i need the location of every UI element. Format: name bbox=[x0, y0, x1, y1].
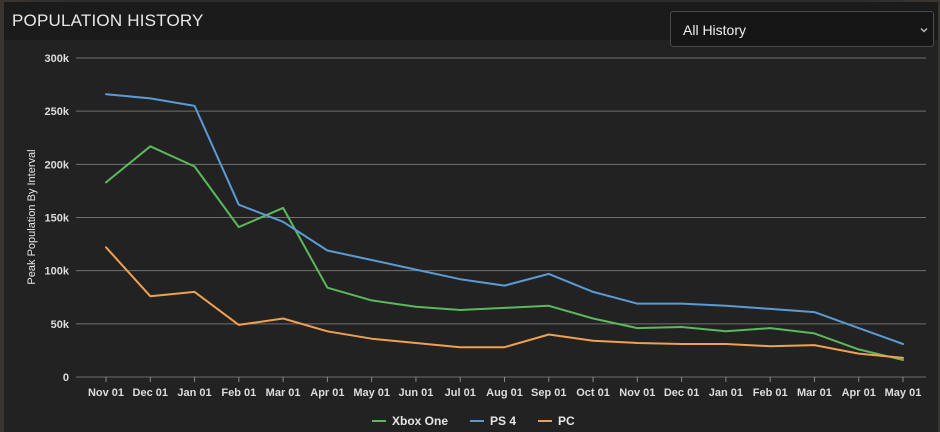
x-tick-label: Feb 01 bbox=[221, 387, 256, 399]
y-tick-label: 0 bbox=[63, 372, 69, 384]
x-tick-label: Aug 01 bbox=[486, 387, 523, 399]
panel-title: POPULATION HISTORY bbox=[12, 11, 204, 30]
x-tick-label: Nov 01 bbox=[619, 387, 655, 399]
y-axis-title: Peak Population By Interval bbox=[26, 149, 38, 284]
x-tick-label: Jun 01 bbox=[399, 387, 434, 399]
x-tick-label: Jan 01 bbox=[709, 387, 743, 399]
x-tick-label: Dec 01 bbox=[133, 387, 168, 399]
series-line-xbox-one bbox=[105, 145, 904, 361]
y-tick-label: 250k bbox=[45, 106, 70, 118]
legend-label: Xbox One bbox=[392, 414, 448, 428]
x-tick-label: Apr 01 bbox=[310, 387, 344, 399]
legend-label: PS 4 bbox=[490, 414, 516, 428]
x-tick-label: May 01 bbox=[885, 387, 922, 399]
y-tick-label: 200k bbox=[45, 159, 70, 171]
series-line-ps-4 bbox=[105, 93, 904, 345]
history-range-value: All History bbox=[683, 22, 747, 38]
x-tick-label: Mar 01 bbox=[797, 387, 832, 399]
history-range-select[interactable]: All History bbox=[670, 11, 934, 47]
x-tick-label: Sep 01 bbox=[531, 387, 566, 399]
y-tick-label: 300k bbox=[45, 53, 70, 65]
y-tick-label: 100k bbox=[45, 266, 70, 278]
x-tick-label: Oct 01 bbox=[576, 387, 610, 399]
x-tick-label: Nov 01 bbox=[88, 387, 124, 399]
y-tick-label: 150k bbox=[45, 213, 70, 225]
x-tick-label: Feb 01 bbox=[753, 387, 788, 399]
series-line-pc bbox=[105, 246, 904, 359]
legend-label: PC bbox=[558, 414, 575, 428]
x-tick-label: Apr 01 bbox=[842, 387, 876, 399]
chevron-down-icon bbox=[920, 28, 928, 33]
x-tick-label: Jul 01 bbox=[445, 387, 476, 399]
x-tick-label: Dec 01 bbox=[664, 387, 699, 399]
x-tick-label: Mar 01 bbox=[266, 387, 301, 399]
x-tick-label: Jan 01 bbox=[177, 387, 211, 399]
x-tick-label: May 01 bbox=[353, 387, 390, 399]
y-tick-label: 50k bbox=[51, 319, 70, 331]
